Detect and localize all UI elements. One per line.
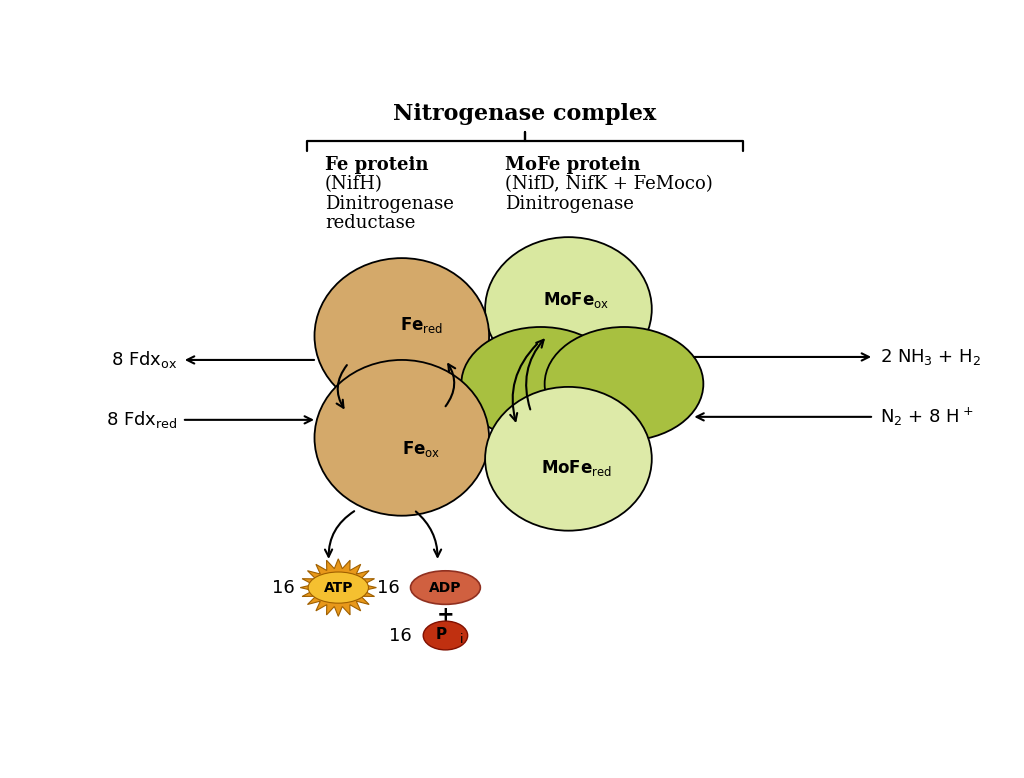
- Text: i: i: [460, 633, 463, 646]
- Text: Dinitrogenase: Dinitrogenase: [325, 194, 454, 212]
- Ellipse shape: [314, 258, 489, 414]
- Text: ADP: ADP: [429, 580, 462, 594]
- Ellipse shape: [308, 572, 369, 603]
- Text: Fe$_{\rm ox}$: Fe$_{\rm ox}$: [402, 439, 441, 458]
- Ellipse shape: [485, 237, 652, 381]
- Text: 16: 16: [377, 579, 399, 597]
- Text: Dinitrogenase: Dinitrogenase: [505, 194, 634, 212]
- Text: (NifD, NifK + FeMoco): (NifD, NifK + FeMoco): [505, 175, 713, 194]
- Ellipse shape: [485, 387, 652, 531]
- Text: N$_2$ + 8 H$^+$: N$_2$ + 8 H$^+$: [881, 405, 974, 428]
- Ellipse shape: [314, 360, 489, 516]
- Ellipse shape: [423, 621, 468, 650]
- Ellipse shape: [461, 327, 621, 441]
- Text: reductase: reductase: [325, 214, 415, 232]
- Text: (NifH): (NifH): [325, 175, 383, 194]
- Text: MoFe protein: MoFe protein: [505, 156, 640, 174]
- Text: 8 Fdx$_{\rm ox}$: 8 Fdx$_{\rm ox}$: [111, 349, 177, 370]
- Text: P: P: [436, 627, 447, 642]
- Text: Fe protein: Fe protein: [325, 156, 428, 174]
- Polygon shape: [300, 559, 377, 616]
- Text: +: +: [436, 605, 455, 625]
- Text: 16: 16: [389, 626, 412, 644]
- Text: 8 Fdx$_{\rm red}$: 8 Fdx$_{\rm red}$: [105, 409, 177, 430]
- Text: ATP: ATP: [324, 580, 353, 594]
- Text: 2 NH$_3$ + H$_2$: 2 NH$_3$ + H$_2$: [881, 347, 982, 367]
- Ellipse shape: [411, 571, 480, 605]
- Ellipse shape: [545, 327, 703, 441]
- Text: 16: 16: [272, 579, 295, 597]
- Text: Nitrogenase complex: Nitrogenase complex: [393, 103, 656, 125]
- Text: MoFe$_{\rm ox}$: MoFe$_{\rm ox}$: [543, 290, 609, 310]
- Text: MoFe$_{\rm red}$: MoFe$_{\rm red}$: [541, 457, 612, 478]
- Text: Fe$_{\rm red}$: Fe$_{\rm red}$: [400, 315, 443, 335]
